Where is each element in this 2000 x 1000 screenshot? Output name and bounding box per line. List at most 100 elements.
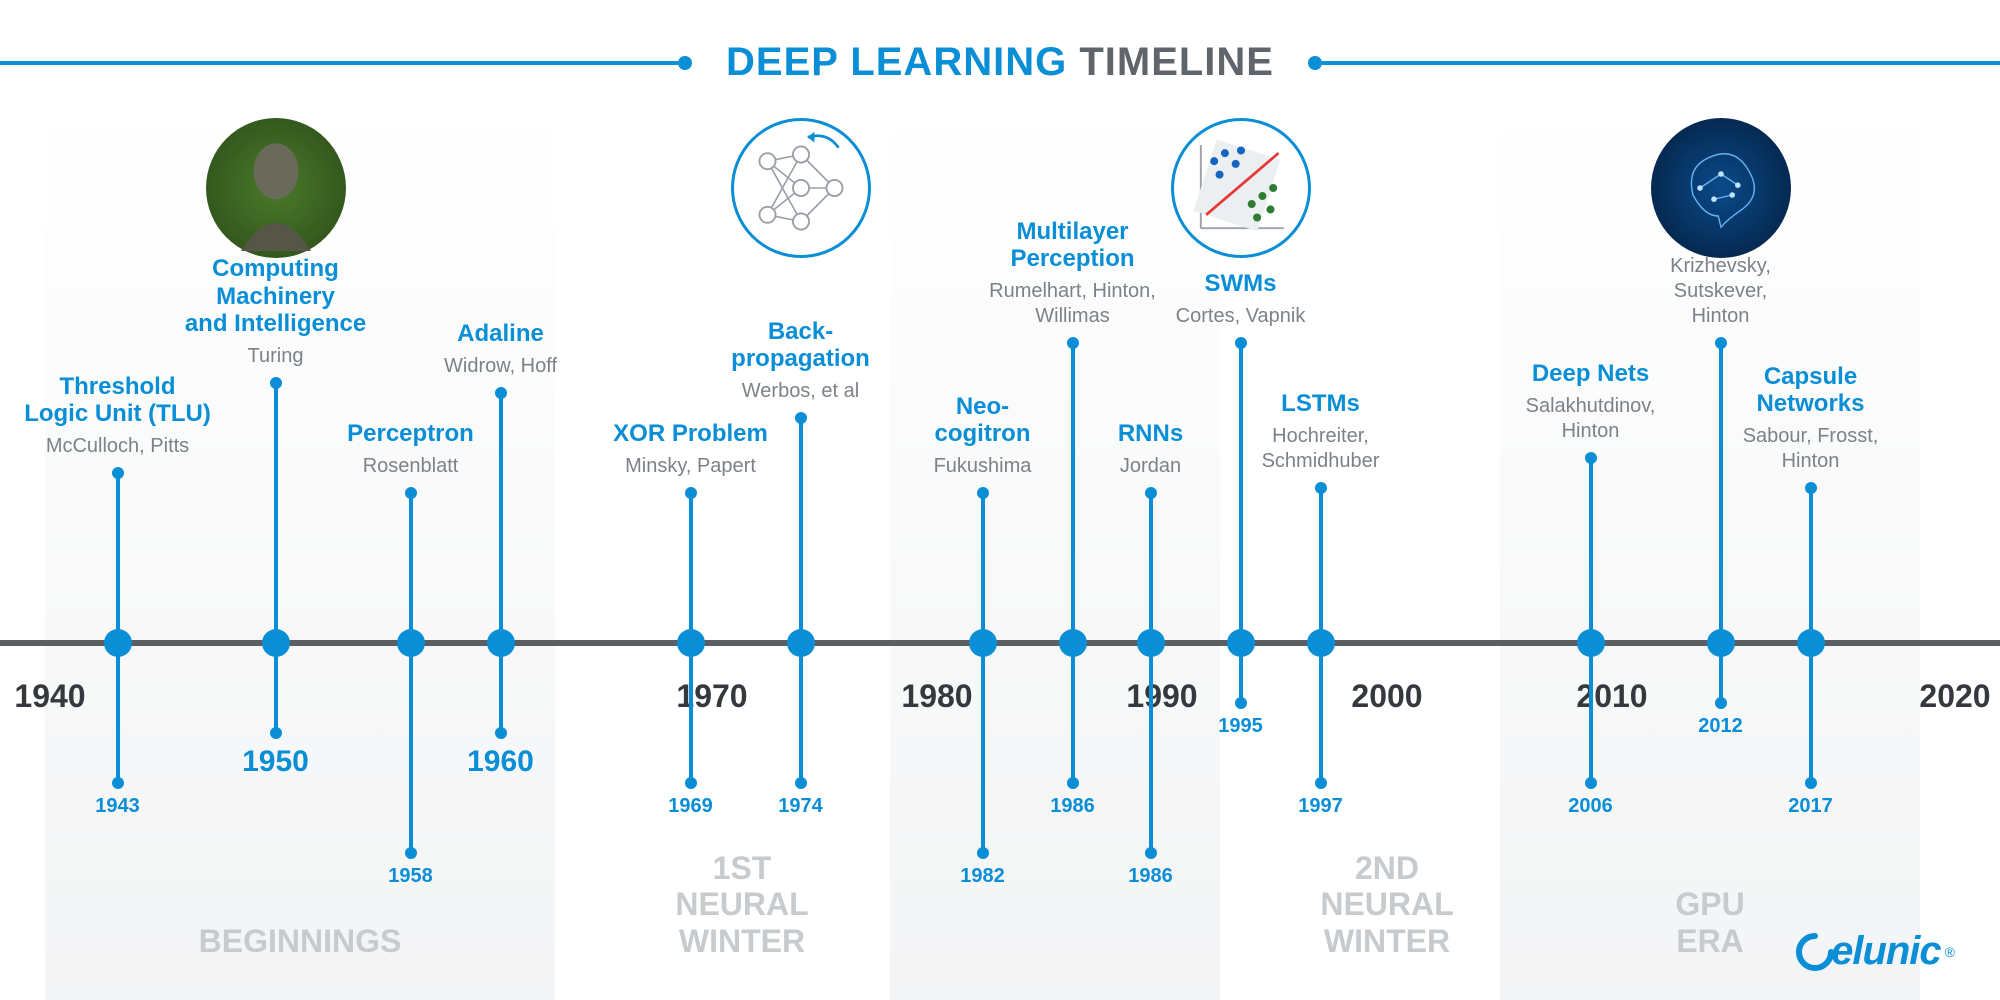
event-stem-down [981,643,985,853]
event-authors: Salakhutdinov, Hinton [1471,394,1711,444]
event-title: LSTMs [1201,390,1441,418]
event-title: SWMs [1121,270,1361,298]
event-authors: Hochreiter, Schmidhuber [1201,424,1441,474]
era-label: 2ND NEURAL WINTER [1320,850,1453,960]
event-stem-up [409,493,413,643]
event-authors: Cortes, Vapnik [1121,304,1361,329]
timeline-event: Back- propagationWerbos, et al1974 [800,0,801,1000]
timeline-event: SWMsCortes, Vapnik1995 [1240,0,1241,1000]
event-year: 1943 [95,795,140,818]
event-authors: Sabour, Frosst, Hinton [1691,424,1931,474]
title-part-2: TIMELINE [1079,40,1274,84]
decade-label: 1940 [14,678,85,715]
decade-label: 2020 [1919,678,1990,715]
event-authors: Krizhevsky, Sutskever, Hinton [1601,254,1841,329]
event-label: Back- propagationWerbos, et al [681,318,921,404]
event-label: LSTMs Hochreiter, Schmidhuber [1201,390,1441,474]
title-rule-left [0,61,678,65]
event-stem-down [1149,643,1153,853]
event-year: 1986 [1050,795,1095,818]
event-stem-up [1071,343,1075,643]
event-stem-up [981,493,985,643]
event-year: 1960 [467,745,534,779]
event-stem-down [274,643,278,733]
timeline-event: PerceptronRosenblatt1958 [410,0,411,1000]
event-year: 1969 [668,795,713,818]
event-stem-up [1589,458,1593,643]
title-bar: DEEP LEARNING TIMELINE [0,40,2000,85]
event-stem-up [274,383,278,643]
event-stem-down [499,643,503,733]
timeline-event: XOR ProblemMinsky, Papert1969 [690,0,691,1000]
event-label: Threshold Logic Unit (TLU)McCulloch, Pit… [0,373,238,459]
event-year: 1958 [388,865,433,888]
event-stem-down [409,643,413,853]
event-title: Multilayer Perception [953,218,1193,273]
event-title: Perceptron [291,420,531,448]
event-year: 1997 [1298,795,1343,818]
era-label: BEGINNINGS [199,923,402,960]
decade-label: 1990 [1126,678,1197,715]
timeline-event: AlexNetKrizhevsky, Sutskever, Hinton2012 [1720,0,1721,1000]
event-stem-down [799,643,803,783]
event-stem-down [1319,643,1323,783]
title-rule-right [1322,61,2000,65]
event-stem-up [799,418,803,643]
event-stem-down [689,643,693,783]
logo-text: elunic [1831,929,1941,974]
event-title: Capsule Networks [1691,363,1931,418]
event-title: Back- propagation [681,318,921,373]
event-label: AdalineWidrow, Hoff [381,320,621,379]
event-title: Adaline [381,320,621,348]
brain-network-icon [1651,118,1791,258]
era-label: GPU ERA [1675,886,1744,960]
timeline-axis [0,640,2000,646]
decade-label: 2000 [1351,678,1422,715]
event-label: Capsule Networks Sabour, Frosst, Hinton [1691,363,1931,474]
event-label: XOR Problem Minsky, Papert [571,420,811,479]
event-title: Threshold Logic Unit (TLU) [0,373,238,428]
timeline-event: Threshold Logic Unit (TLU)McCulloch, Pit… [117,0,118,1000]
event-stem-down [1071,643,1075,783]
event-year: 2006 [1568,795,1613,818]
event-year: 1974 [778,795,823,818]
event-year: 1995 [1218,715,1263,738]
event-title: XOR Problem [571,420,811,448]
event-year: 1982 [960,865,1005,888]
event-title: Computing Machinery and Intelligence [156,255,396,338]
event-year: 2017 [1788,795,1833,818]
decade-label: 1980 [901,678,972,715]
timeline-event: Computing Machinery and IntelligenceTuri… [275,0,276,1000]
decade-label: 1970 [676,678,747,715]
event-stem-down [1719,643,1723,703]
neural-net-icon [731,118,871,258]
event-stem-up [1809,488,1813,643]
event-year: 1986 [1128,865,1173,888]
brand-logo: elunic ® [1795,929,1954,974]
event-label: Deep Nets Salakhutdinov, Hinton [1471,360,1711,444]
timeline-event: Deep NetsSalakhutdinov, Hinton2006 [1590,0,1591,1000]
scatter-plot-icon [1171,118,1311,258]
event-stem-down [1809,643,1813,783]
event-stem-up [1149,493,1153,643]
event-stem-up [689,493,693,643]
era-label: 1ST NEURAL WINTER [675,850,808,960]
title-part-1: DEEP LEARNING [726,40,1067,84]
event-stem-down [116,643,120,783]
event-stem-up [1239,343,1243,643]
event-stem-up [1319,488,1323,643]
event-year: 1950 [242,745,309,779]
decade-label: 2010 [1576,678,1647,715]
timeline-event: LSTMsHochreiter, Schmidhuber1997 [1320,0,1321,1000]
event-label: Computing Machinery and IntelligenceTuri… [156,255,396,369]
event-stem-down [1239,643,1243,703]
event-authors: Minsky, Papert [571,454,811,479]
timeline-event: Multilayer PerceptionRumelhart, Hinton, … [1072,0,1073,1000]
event-authors: Rosenblatt [291,454,531,479]
event-label: SWMs Cortes, Vapnik [1121,270,1361,329]
logo-registered: ® [1945,944,1954,960]
portrait-icon [206,118,346,258]
timeline-event: RNNsJordan1986 [1150,0,1151,1000]
event-title: Deep Nets [1471,360,1711,388]
event-stem-down [1589,643,1593,783]
